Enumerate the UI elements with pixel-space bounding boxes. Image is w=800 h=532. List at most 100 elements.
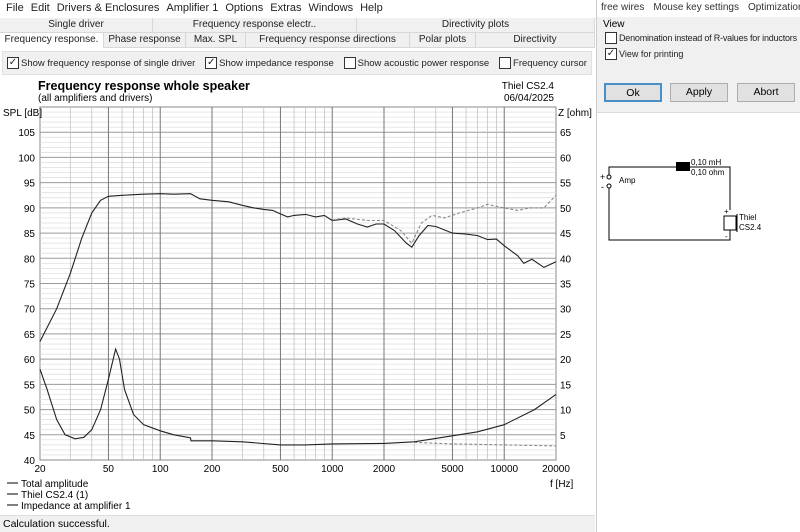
options-bar: ✓ Show frequency response of single drive… bbox=[2, 51, 592, 75]
tab-single-driver[interactable]: Single driver bbox=[0, 18, 153, 33]
menu-options[interactable]: Options bbox=[225, 2, 264, 14]
y-tick-label: 40 bbox=[24, 456, 36, 467]
y-axis-label: SPL [dB] bbox=[3, 108, 42, 119]
checkbox-unchecked bbox=[343, 57, 356, 69]
y2-tick-label: 55 bbox=[560, 179, 572, 190]
y-tick-label: 50 bbox=[24, 406, 36, 417]
y-tick-label: 95 bbox=[24, 179, 36, 190]
menu-help[interactable]: Help bbox=[360, 2, 383, 14]
series-impedance-driver bbox=[414, 441, 557, 447]
legend-impedance: Impedance at amplifier 1 bbox=[21, 501, 131, 512]
tab-directivity[interactable]: Directivity bbox=[476, 33, 595, 48]
legend: Total amplitude Thiel CS2.4 (1) Impedanc… bbox=[7, 479, 131, 512]
view-options-panel: View Denomination instead of R-values fo… bbox=[597, 17, 800, 113]
checkbox-label: Frequency cursor bbox=[513, 57, 587, 69]
checkbox-checked: ✓ bbox=[7, 57, 19, 69]
x-tick-label: 20000 bbox=[542, 464, 570, 475]
inductor-symbol[interactable] bbox=[676, 162, 690, 171]
chart-title: Frequency response whole speaker bbox=[38, 79, 250, 93]
y2-axis-label: Z [ohm] bbox=[558, 108, 592, 119]
x-axis-label: f [Hz] bbox=[550, 479, 574, 490]
tab-bar: Single driver Frequency response electr.… bbox=[0, 18, 595, 48]
inductor-resistance: 0,10 ohm bbox=[691, 168, 725, 177]
y-tick-label: 45 bbox=[24, 431, 36, 442]
y2-tick-label: 35 bbox=[560, 280, 572, 291]
ok-button[interactable]: Ok bbox=[604, 83, 662, 102]
x-tick-label: 1000 bbox=[321, 464, 344, 475]
y-tick-label: 105 bbox=[18, 128, 35, 139]
driver-plus: + bbox=[724, 207, 729, 216]
amp-plus: + bbox=[600, 172, 605, 182]
abort-button[interactable]: Abort bbox=[737, 83, 795, 102]
apply-button[interactable]: Apply bbox=[670, 83, 728, 102]
tab-max-spl[interactable]: Max. SPL bbox=[186, 33, 246, 48]
frequency-cursor-checkbox[interactable]: Frequency cursor bbox=[499, 57, 587, 69]
checkbox-label: Denomination instead of R-values for ind… bbox=[619, 33, 797, 43]
menu-free-wires[interactable]: free wires bbox=[601, 2, 645, 13]
menu-optimization[interactable]: Optimization bbox=[747, 2, 800, 13]
tab-frequency-response[interactable]: Frequency response. bbox=[0, 33, 104, 48]
menu-windows[interactable]: Windows bbox=[308, 2, 354, 14]
checkbox-label: Show frequency response of single driver bbox=[21, 57, 196, 69]
y-tick-label: 85 bbox=[24, 229, 36, 240]
driver-label: CS2.4 bbox=[739, 223, 762, 232]
y2-tick-label: 40 bbox=[560, 254, 572, 265]
checkbox-checked: ✓ bbox=[605, 48, 617, 60]
show-single-driver-checkbox[interactable]: ✓ Show frequency response of single drive… bbox=[7, 57, 195, 69]
y2-tick-label: 30 bbox=[560, 305, 572, 316]
x-tick-label: 20 bbox=[34, 464, 46, 475]
status-bar: Calculation successful. bbox=[0, 515, 595, 532]
chart-subtitle: (all amplifiers and drivers) bbox=[38, 93, 153, 104]
y2-tick-label: 15 bbox=[560, 380, 572, 391]
y-tick-label: 90 bbox=[24, 204, 36, 215]
amp-minus: - bbox=[601, 182, 604, 192]
y-tick-label: 80 bbox=[24, 254, 36, 265]
right-menu-bar: free wires Mouse key settings Optimizati… bbox=[597, 0, 800, 17]
checkbox-label: Show acoustic power response bbox=[357, 57, 490, 69]
y-tick-label: 70 bbox=[24, 305, 36, 316]
x-tick-label: 50 bbox=[103, 464, 115, 475]
y-tick-label: 60 bbox=[24, 355, 36, 366]
y2-tick-label: 45 bbox=[560, 229, 572, 240]
x-tick-label: 200 bbox=[204, 464, 221, 475]
menu-edit[interactable]: Edit bbox=[30, 2, 50, 14]
x-tick-label: 500 bbox=[272, 464, 289, 475]
x-tick-label: 100 bbox=[152, 464, 169, 475]
x-tick-label: 5000 bbox=[441, 464, 464, 475]
project-name: Thiel CS2.4 bbox=[501, 81, 554, 92]
menu-mouse-key-settings[interactable]: Mouse key settings bbox=[653, 2, 739, 13]
checkbox-checked: ✓ bbox=[205, 57, 218, 69]
tab-polar-plots[interactable]: Polar plots bbox=[410, 33, 476, 48]
legend-total-amplitude: Total amplitude bbox=[21, 479, 89, 490]
series-total-amplitude bbox=[39, 193, 557, 342]
show-impedance-checkbox[interactable]: ✓ Show impedance response bbox=[205, 57, 334, 69]
legend-thiel: Thiel CS2.4 (1) bbox=[21, 490, 88, 501]
view-for-printing-checkbox[interactable]: ✓ View for printing bbox=[605, 48, 683, 60]
denomination-checkbox[interactable]: Denomination instead of R-values for ind… bbox=[605, 32, 797, 44]
y2-tick-label: 25 bbox=[560, 330, 572, 341]
driver-label: Thiel bbox=[739, 213, 757, 222]
y-tick-label: 75 bbox=[24, 280, 36, 291]
right-panel: free wires Mouse key settings Optimizati… bbox=[596, 0, 800, 532]
menu-extras[interactable]: Extras bbox=[270, 2, 302, 14]
menu-file[interactable]: File bbox=[6, 2, 24, 14]
show-acoustic-power-checkbox[interactable]: Show acoustic power response bbox=[343, 57, 490, 69]
driver-symbol[interactable] bbox=[723, 215, 737, 231]
driver-minus: - bbox=[725, 232, 728, 241]
menu-amplifier[interactable]: Amplifier 1 bbox=[166, 2, 219, 14]
y-tick-label: 100 bbox=[18, 153, 35, 164]
x-tick-label: 2000 bbox=[373, 464, 396, 475]
checkbox-label: Show impedance response bbox=[219, 57, 334, 69]
menu-drivers[interactable]: Drivers & Enclosures bbox=[56, 2, 160, 14]
frequency-response-chart: 40 45 50 55 60 65 70 75 80 85 90 95 100 105 5 10 15 20 25 3… bbox=[3, 106, 592, 512]
tab-frequency-response-electr[interactable]: Frequency response electr.. bbox=[153, 18, 357, 33]
checkbox-unchecked bbox=[605, 32, 617, 44]
tab-directivity-plots[interactable]: Directivity plots bbox=[357, 18, 595, 33]
tab-frequency-response-directions[interactable]: Frequency response directions bbox=[246, 33, 410, 48]
tab-phase-response[interactable]: Phase response bbox=[104, 33, 186, 48]
circuit-schematic: + - Amp 0,10 mH 0,10 ohm + - Thiel CS2.4 bbox=[600, 158, 762, 241]
menu-bar: File Edit Drivers & Enclosures Amplifier… bbox=[0, 0, 595, 17]
y-tick-label: 55 bbox=[24, 380, 36, 391]
view-group-title: View bbox=[603, 19, 625, 30]
y2-tick-label: 65 bbox=[560, 128, 572, 139]
